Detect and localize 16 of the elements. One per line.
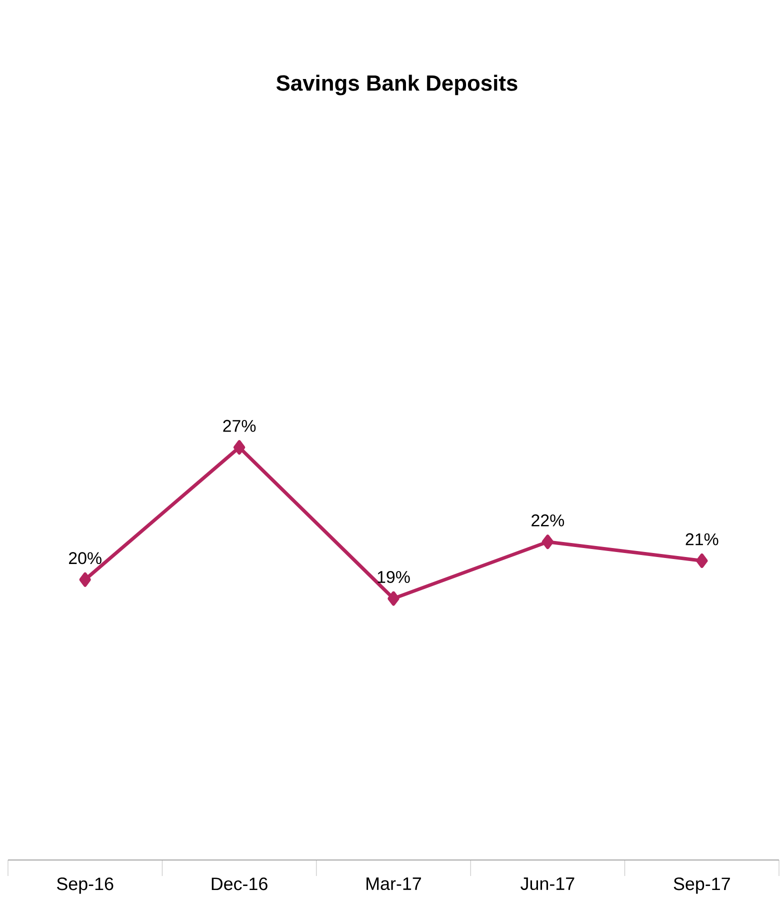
- x-tick-label: Jun-17: [520, 878, 574, 890]
- point: [79, 572, 91, 587]
- x-tick-label: Mar-17: [366, 878, 421, 890]
- data-label: 20%: [69, 552, 102, 564]
- data-label: 27%: [223, 420, 256, 432]
- x-tick-label: Sep-17: [674, 878, 730, 894]
- chart-title: Savings Bank Deposits: [276, 74, 518, 96]
- data-label: 19%: [378, 571, 410, 584]
- data-label: 21%: [686, 533, 718, 546]
- x-tick-label: Dec-16: [212, 878, 268, 890]
- point: [388, 591, 400, 606]
- data-label: 22%: [532, 514, 564, 526]
- point: [542, 534, 554, 550]
- point: [696, 554, 708, 568]
- x-tick-label: Sep-16: [57, 878, 114, 894]
- point: [233, 440, 246, 455]
